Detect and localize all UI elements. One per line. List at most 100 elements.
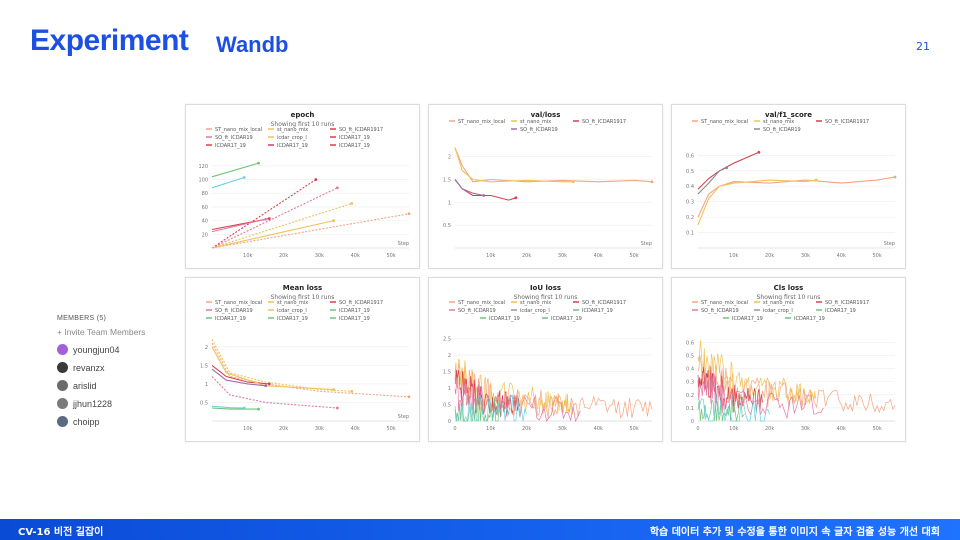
y-tick-label: 0.2: [686, 393, 694, 399]
invite-team-members-link[interactable]: + Invite Team Members: [57, 327, 146, 337]
x-tick-label: 50k: [629, 253, 638, 259]
y-tick-label: 1: [448, 200, 451, 206]
member-item[interactable]: choipp: [57, 416, 145, 427]
series-line: [454, 147, 574, 183]
member-item[interactable]: jjhun1228: [57, 398, 145, 409]
chart-subtitle: Showing first 10 runs: [757, 294, 821, 301]
chart-panel-iou-loss[interactable]: IoU loss Showing first 10 runs ST_nano_mix…: [428, 277, 663, 442]
series-end-point: [757, 150, 761, 154]
x-tick-label: 50k: [872, 253, 881, 259]
legend-label: SO_ft_ICDAR1917: [825, 300, 869, 306]
legend-label: ICDAR17_19: [582, 308, 613, 314]
member-item[interactable]: arislid: [57, 380, 145, 391]
legend-label: SO_ft_ICDAR19: [215, 135, 253, 141]
x-axis-label: Step: [398, 414, 409, 420]
chart-panel-epoch[interactable]: epoch Showing first 10 runs ST_nano_mix_lo…: [185, 104, 420, 269]
footer-competition-title: 학습 데이터 추가 및 수정을 통한 이미지 속 글자 검출 성능 개선 대회: [649, 527, 940, 538]
legend-label: icdar_crop_l: [763, 308, 793, 314]
chart-subtitle: Showing first 10 runs: [514, 294, 578, 301]
series-end-point: [893, 175, 897, 179]
legend-label: ICDAR17_19: [215, 316, 246, 322]
x-axis-label: Step: [641, 241, 652, 247]
series-end-point: [332, 219, 336, 223]
series-line: [211, 346, 334, 391]
y-tick-label: 0: [691, 419, 694, 425]
y-tick-label: 0.5: [443, 223, 451, 229]
x-tick-label: 10k: [486, 253, 495, 259]
legend-label: ST_nano_mix_local: [701, 119, 748, 125]
legend-label: SO_ft_ICDAR19: [701, 308, 739, 314]
member-name: choipp: [73, 416, 100, 427]
chart-panel-val-f1-score[interactable]: val/f1_score ST_nano_mix_local st_nano_mix…: [671, 104, 906, 269]
series-end-point: [314, 178, 318, 181]
chart-panel-cls-loss[interactable]: Cls loss Showing first 10 runs ST_nano_mix…: [671, 277, 906, 442]
legend-label: ICDAR17_19: [825, 308, 856, 314]
chart-title: val/loss: [531, 111, 561, 119]
series-line: [211, 407, 259, 410]
series-end-point: [267, 217, 271, 220]
legend-label: ST_nano_mix_local: [701, 300, 748, 306]
x-tick-label: 30k: [315, 426, 324, 432]
x-tick-label: 10k: [729, 426, 738, 432]
y-tick-label: 0.1: [686, 406, 694, 412]
member-item[interactable]: youngjun04: [57, 344, 145, 355]
x-tick-label: 40k: [594, 253, 603, 259]
series-line: [697, 167, 727, 195]
x-tick-label: 30k: [801, 253, 810, 259]
page-number: 21: [916, 40, 930, 53]
legend-label: ICDAR17_19: [732, 316, 763, 322]
series-end-point: [257, 407, 260, 411]
series-end-point: [725, 166, 729, 170]
legend-label: icdar_crop_l: [277, 135, 307, 141]
series-line: [211, 339, 352, 392]
legend-label: ST_nano_mix_local: [215, 127, 262, 133]
chart-val-f1-score: val/f1_score ST_nano_mix_local st_nano_mix…: [686, 111, 897, 259]
y-tick-label: 0.5: [443, 403, 451, 409]
y-tick-label: 0.3: [686, 200, 694, 206]
x-tick-label: 10k: [243, 426, 252, 432]
slide-title: Experiment: [30, 24, 189, 57]
chart-panel-val-loss[interactable]: val/loss ST_nano_mix_local st_nano_mix SO_f…: [428, 104, 663, 269]
y-tick-label: 0.3: [686, 380, 694, 386]
y-tick-label: 2: [448, 353, 451, 359]
series-line: [697, 355, 896, 413]
series-end-point: [350, 202, 354, 205]
chart-title: Cls loss: [774, 284, 804, 292]
y-tick-label: 1.5: [443, 370, 451, 376]
series-end-point: [571, 180, 575, 184]
series-end-point: [332, 388, 336, 391]
series-end-point: [482, 194, 486, 197]
legend-label: ICDAR17_19: [339, 316, 370, 322]
series-line: [211, 220, 334, 249]
legend-label: st_nano_mix: [763, 300, 794, 306]
series-line: [211, 218, 266, 233]
chart-cls-loss: Cls loss Showing first 10 runs ST_nano_mix…: [686, 284, 896, 432]
avatar: [57, 416, 68, 427]
legend-label: SO_ft_ICDAR19: [520, 127, 558, 133]
chart-mean-loss: Mean loss Showing first 10 runs ST_nano_mi…: [200, 284, 411, 432]
x-tick-label: 50k: [386, 253, 395, 259]
y-tick-label: 0.5: [200, 400, 208, 406]
member-item[interactable]: revanzx: [57, 362, 145, 373]
y-tick-label: 100: [198, 178, 208, 184]
y-tick-label: 120: [198, 164, 208, 170]
y-tick-label: 20: [202, 232, 208, 238]
chart-panel-mean-loss[interactable]: Mean loss Showing first 10 runs ST_nano_mi…: [185, 277, 420, 442]
member-name: arislid: [73, 380, 97, 391]
series-line: [211, 213, 410, 249]
series-line: [211, 368, 266, 387]
x-axis-label: Step: [398, 241, 409, 247]
y-tick-label: 60: [202, 205, 208, 211]
y-tick-label: 0.1: [686, 231, 694, 237]
y-tick-label: 0.5: [686, 354, 694, 360]
y-tick-label: 1.5: [443, 178, 451, 184]
member-name: jjhun1228: [73, 398, 113, 409]
chart-val-loss: val/loss ST_nano_mix_local st_nano_mix SO_f…: [443, 111, 654, 259]
chart-iou-loss: IoU loss Showing first 10 runs ST_nano_mix…: [443, 284, 653, 432]
chart-epoch: epoch Showing first 10 runs ST_nano_mix_lo…: [198, 111, 411, 259]
x-tick-label: 50k: [629, 426, 638, 432]
legend-label: ICDAR17_19: [339, 135, 370, 141]
x-tick-label: 10k: [243, 253, 252, 259]
legend-label: st_nano_mix: [520, 119, 551, 125]
series-end-point: [407, 212, 411, 216]
